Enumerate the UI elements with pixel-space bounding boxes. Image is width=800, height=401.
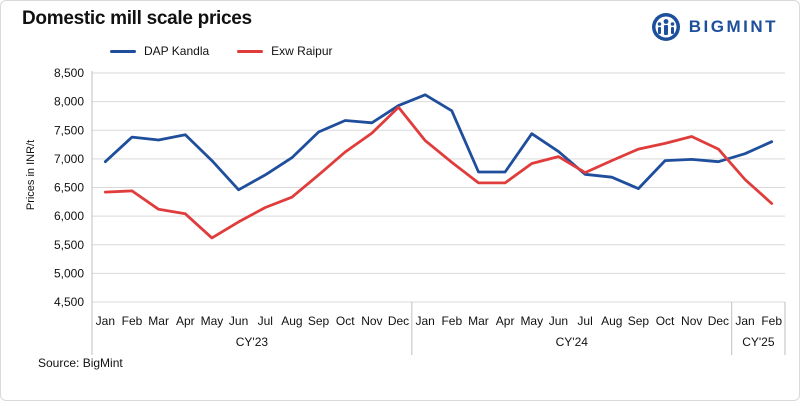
- x-tick-label: Jan: [96, 314, 115, 328]
- x-tick-label: May: [201, 314, 224, 328]
- x-axis: CY'23 CY'24 CY'25 Jan Feb Mar Apr May Jun Jul Aug S…: [91, 71, 786, 355]
- legend-swatch-dap-kandla: [110, 49, 136, 53]
- x-tick-label: Jun: [549, 314, 568, 328]
- y-tick-label: 7,500: [54, 123, 84, 137]
- x-tick-label: Dec: [388, 314, 409, 328]
- series-line-exw-raipur: [103, 105, 774, 240]
- y-tick-label: 7,000: [54, 152, 84, 166]
- y-tick-label: 6,000: [54, 209, 84, 223]
- x-tick-label: Jul: [258, 314, 273, 328]
- bigmint-logo: BIGMINT: [651, 12, 778, 42]
- chart-title: Domestic mill scale prices: [22, 8, 252, 29]
- y-tick-label: 6,500: [54, 181, 84, 195]
- y-axis-label: Prices in INR/t: [25, 140, 37, 210]
- x-tick-label: Nov: [681, 314, 702, 328]
- x-tick-label: Oct: [656, 314, 675, 328]
- x-tick-label: Sep: [628, 314, 650, 328]
- y-tick-label: 4,500: [54, 295, 84, 309]
- x-tick-label: Jun: [229, 314, 248, 328]
- x-tick-label: Aug: [601, 314, 622, 328]
- x-tick-label: Jul: [577, 314, 592, 328]
- x-tick-label: Feb: [122, 314, 143, 328]
- bigmint-logo-icon: [651, 13, 680, 41]
- series-lines: [103, 93, 774, 240]
- x-group-label: CY'24: [556, 335, 589, 349]
- x-tick-label: Nov: [361, 314, 382, 328]
- x-tick-label: Oct: [336, 314, 355, 328]
- x-tick-label: Feb: [761, 314, 782, 328]
- y-tick-label: 8,500: [54, 66, 84, 80]
- y-tick-label: 5,000: [54, 266, 84, 280]
- legend-label-exw-raipur: Exw Raipur: [271, 44, 333, 58]
- x-tick-label: Jan: [415, 314, 434, 328]
- y-tick-label: 5,500: [54, 238, 84, 252]
- bigmint-logo-text: BIGMINT: [688, 17, 778, 36]
- x-group-label: CY'25: [742, 335, 775, 349]
- x-tick-label: Mar: [148, 314, 169, 328]
- x-tick-label: Sep: [308, 314, 330, 328]
- series-line-dap-kandla: [103, 93, 774, 192]
- y-axis-ticks: 4,500 5,000 5,500 6,000 6,500 7,000 7,500 8,000…: [54, 66, 84, 309]
- x-tick-label: Mar: [468, 314, 489, 328]
- source-note: Source: BigMint: [38, 356, 123, 370]
- legend: DAP Kandla Exw Raipur: [110, 44, 333, 58]
- x-tick-label: May: [520, 314, 543, 328]
- x-group-label: CY'23: [236, 335, 269, 349]
- legend-item-exw-raipur: Exw Raipur: [237, 44, 333, 58]
- legend-swatch-exw-raipur: [237, 49, 264, 53]
- x-tick-label: Feb: [441, 314, 462, 328]
- legend-label-dap-kandla: DAP Kandla: [144, 44, 210, 58]
- x-tick-label: Apr: [496, 314, 515, 328]
- gridlines: [92, 72, 785, 303]
- y-tick-label: 8,000: [54, 95, 84, 109]
- legend-item-dap-kandla: DAP Kandla: [110, 44, 209, 58]
- x-tick-label: Dec: [708, 314, 729, 328]
- x-tick-label: Apr: [176, 314, 195, 328]
- x-tick-label: Jan: [735, 314, 754, 328]
- x-tick-label: Aug: [281, 314, 302, 328]
